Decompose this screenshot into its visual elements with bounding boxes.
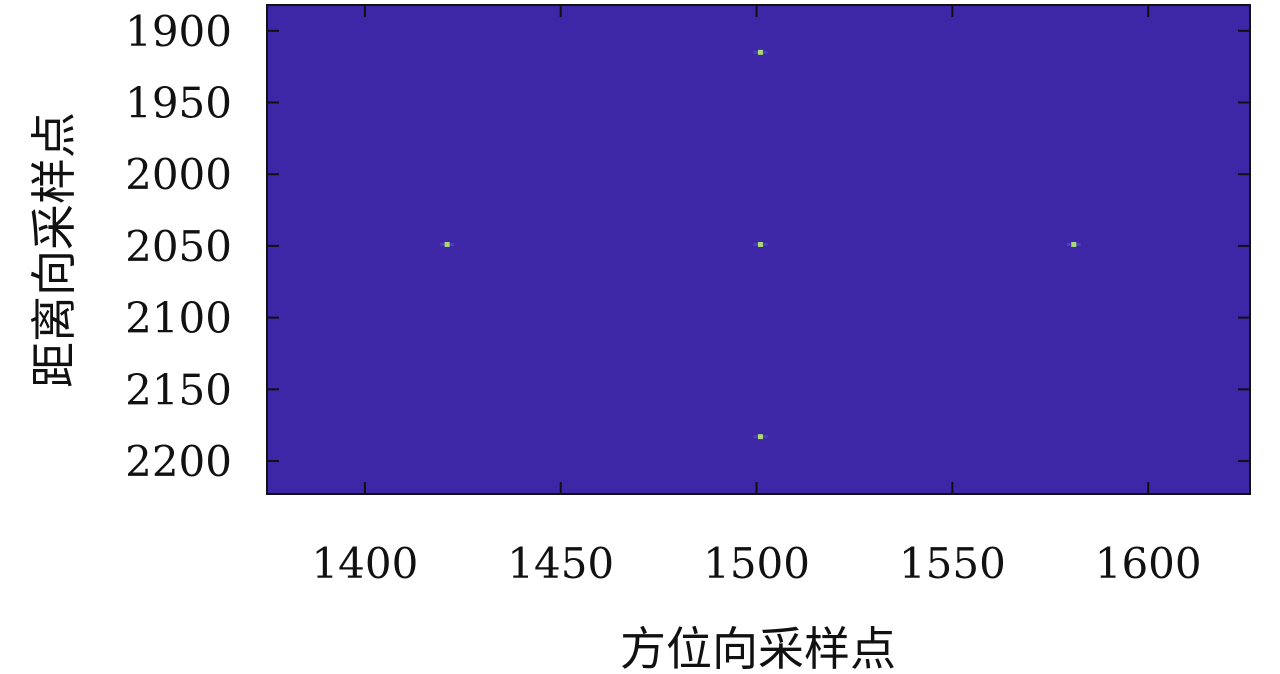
y-tick-label: 1950: [125, 79, 232, 128]
plot-frame: [266, 4, 1251, 495]
plot-area: [267, 5, 1250, 494]
x-tick-label: 1500: [703, 539, 810, 588]
x-tick-label: 1400: [311, 539, 418, 588]
y-tick-label: 2150: [125, 365, 232, 414]
point-target: [757, 49, 763, 55]
y-tick-label: 2050: [125, 222, 232, 271]
y-axis-label: 距离向采样点: [27, 112, 81, 388]
y-tick-label: 1900: [125, 7, 232, 56]
y-tick-label: 2100: [125, 294, 232, 343]
point-target: [757, 434, 763, 440]
x-tick-label: 1600: [1095, 539, 1202, 588]
point-target: [1071, 241, 1077, 247]
x-tick-label: 1450: [507, 539, 614, 588]
y-tick-label: 2200: [125, 437, 232, 486]
point-target: [444, 241, 450, 247]
x-axis-label: 方位向采样点: [620, 622, 896, 674]
x-tick-label: 1550: [899, 539, 1006, 588]
y-tick-label: 2000: [125, 150, 232, 199]
point-target: [757, 241, 763, 247]
